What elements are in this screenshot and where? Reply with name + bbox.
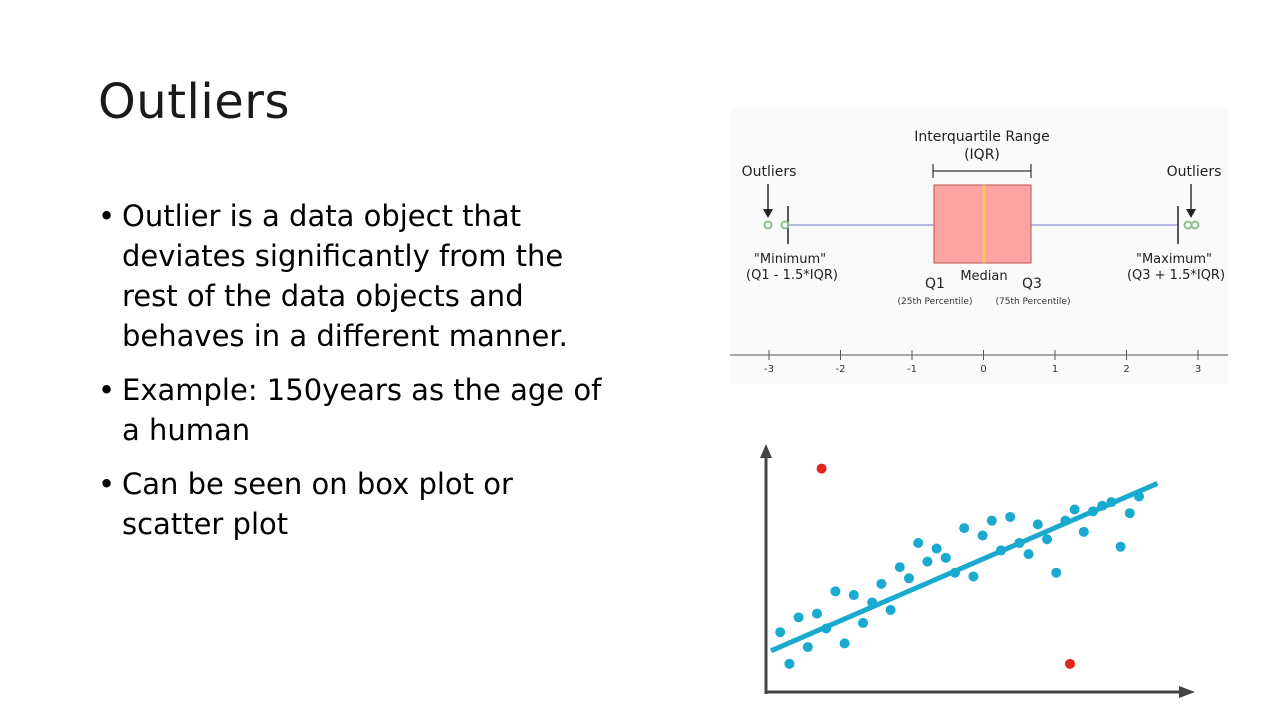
iqr-box	[933, 184, 1032, 264]
scatter-point	[1051, 567, 1062, 578]
outlier-point	[1190, 220, 1200, 230]
scatter-point	[1078, 526, 1089, 537]
outliers-right-arrowhead	[1186, 209, 1196, 218]
scatter-point	[1023, 549, 1034, 560]
scatter-point	[931, 543, 942, 554]
boxplot-ticks: -3 -2 -1 0 1 2 3	[764, 350, 1201, 375]
bullet-item: • Example: 150years as the age of a human	[98, 370, 618, 450]
scatter-point	[858, 617, 868, 628]
scatter-point	[885, 604, 896, 615]
bullet-item: • Outlier is a data object that deviates …	[98, 196, 618, 356]
scatter-point	[802, 642, 813, 653]
scatter-point	[968, 571, 979, 582]
minimum-label: "Minimum"	[754, 252, 826, 267]
scatter-point	[1134, 491, 1144, 502]
outlier-point	[1183, 220, 1193, 230]
bullet-text: Can be seen on box plot or scatter plot	[122, 467, 513, 541]
scatter-point	[1124, 508, 1135, 519]
scatter-point	[1097, 500, 1108, 511]
outliers-left-arrowhead	[763, 209, 773, 218]
outliers-right-label: Outliers	[1167, 164, 1222, 180]
bullet-dot: •	[98, 373, 116, 407]
outlier-point	[1065, 658, 1075, 669]
scatter-point	[913, 537, 924, 548]
scatter-point	[830, 586, 841, 597]
outlier-point	[780, 220, 790, 230]
bullet-list: • Outlier is a data object that deviates …	[98, 196, 618, 558]
bullet-text: Outlier is a data object that deviates s…	[122, 199, 568, 353]
scatter-point	[950, 567, 960, 578]
axis-tick-label: -1	[907, 364, 917, 375]
scatter-point	[922, 556, 933, 567]
outlier-point	[816, 463, 827, 474]
scatter-point	[1042, 534, 1052, 545]
scatter-point	[1088, 506, 1098, 517]
outlier-point	[763, 220, 773, 230]
scatter-point	[977, 530, 988, 541]
scatter-point	[1069, 504, 1080, 515]
axis-tick-label: -2	[836, 364, 846, 375]
boxplot-figure: Interquartile Range (IQR) Outliers Outli…	[730, 108, 1228, 384]
scatter-point	[775, 627, 786, 638]
q3-label: Q3	[1022, 276, 1042, 292]
scatter-marks	[770, 463, 1159, 669]
scatter-chart	[760, 444, 1195, 698]
iqr-label: Interquartile Range	[914, 129, 1049, 145]
axis-tick-label: -3	[764, 364, 774, 375]
scatter-point	[793, 612, 804, 623]
p25-label: (25th Percentile)	[898, 297, 973, 307]
scatter-point	[848, 590, 859, 601]
scatter-point	[1014, 537, 1025, 548]
scatter-point	[839, 638, 850, 649]
bullet-dot: •	[98, 199, 116, 233]
scatter-point	[1060, 515, 1071, 526]
y-axis-arrowhead	[760, 444, 772, 458]
q1-label: Q1	[925, 276, 945, 292]
p75-label: (75th Percentile)	[996, 297, 1071, 307]
axis-tick-label: 0	[980, 364, 986, 375]
slide-title: Outliers	[98, 74, 290, 130]
iqr-abbrev: (IQR)	[964, 147, 1000, 163]
scatter-point	[1106, 497, 1117, 508]
scatter-point	[1005, 511, 1016, 522]
x-axis-arrowhead	[1179, 686, 1195, 698]
outliers-left-label: Outliers	[742, 164, 797, 180]
scatter-point	[986, 515, 997, 526]
axis-tick-label: 3	[1195, 364, 1201, 375]
minimum-formula: (Q1 - 1.5*IQR)	[746, 268, 838, 283]
scatter-point	[1032, 519, 1043, 530]
scatter-point	[940, 552, 951, 563]
median-label: Median	[960, 269, 1007, 284]
bullet-dot: •	[98, 467, 116, 501]
axis-tick-label: 2	[1123, 364, 1129, 375]
bullet-text: Example: 150years as the age of a human	[122, 373, 602, 447]
scatter-point	[876, 578, 887, 589]
maximum-formula: (Q3 + 1.5*IQR)	[1127, 268, 1225, 283]
scatter-point	[1115, 541, 1126, 552]
scatter-point	[867, 597, 878, 608]
scatter-point	[904, 573, 914, 584]
axis-tick-label: 1	[1052, 364, 1058, 375]
scatter-point	[894, 562, 905, 573]
bullet-item: • Can be seen on box plot or scatter plot	[98, 464, 618, 544]
scatter-point	[959, 523, 970, 534]
scatter-point	[784, 658, 795, 669]
scatter-point	[812, 608, 822, 619]
scatter-point	[821, 623, 832, 634]
maximum-label: "Maximum"	[1136, 252, 1212, 267]
scatter-point	[996, 545, 1006, 556]
